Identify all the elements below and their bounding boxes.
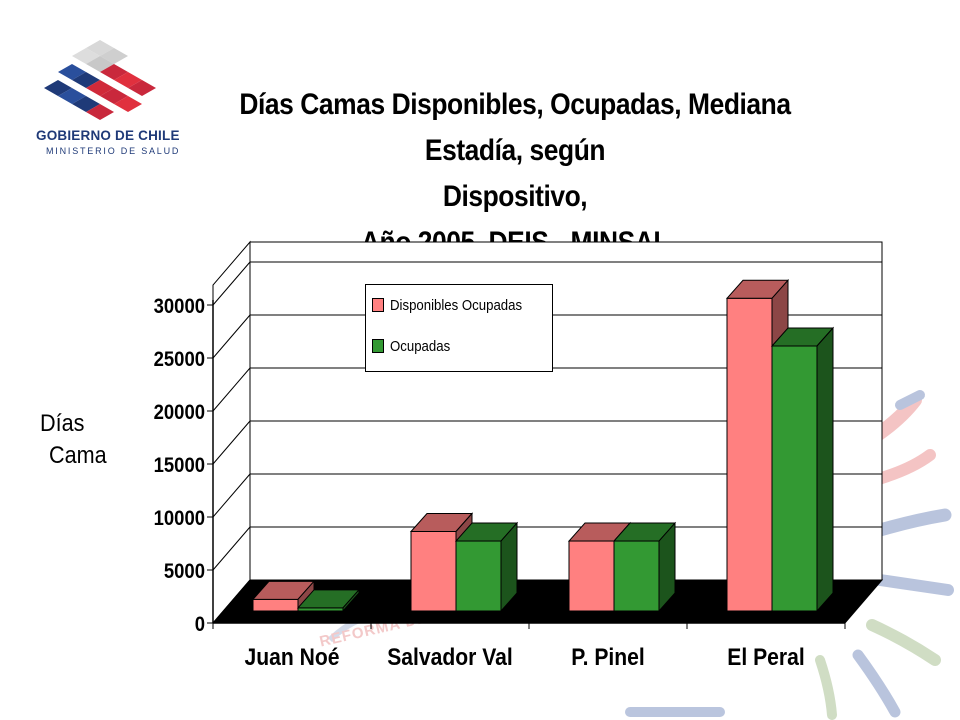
y-axis-label-line-1: Días	[40, 410, 85, 437]
chart-y-tick-labels: 0 5000 10000 15000 20000 25000 30000	[154, 295, 205, 636]
bar-side	[816, 326, 834, 613]
y-tick-label: 0	[195, 613, 205, 636]
y-tick-label: 5000	[164, 560, 205, 583]
y-axis-label-line-2: Cama	[49, 442, 107, 469]
chart-axes	[207, 300, 846, 629]
chart-bars	[251, 278, 835, 613]
bar-side	[658, 521, 676, 613]
logo-text-gobierno: GOBIERNO DE CHILE	[36, 128, 180, 143]
legend-label: Disponibles Ocupadas	[390, 296, 523, 314]
bar	[454, 521, 519, 613]
legend-label: Ocupadas	[390, 337, 451, 355]
bar-front	[726, 297, 773, 612]
gridline-side	[212, 526, 251, 571]
bar-front	[410, 531, 457, 612]
bar-front	[568, 540, 615, 612]
chart-x-tick-labels: Juan Noé Salvador Val P. Pinel El Peral	[244, 644, 804, 671]
y-tick-label: 30000	[154, 295, 205, 318]
legend-swatch-green	[372, 339, 384, 353]
title-line-2: Dispositivo,	[442, 180, 588, 213]
logo-text-ministerio: MINISTERIO DE SALUD	[46, 146, 181, 156]
bar	[770, 326, 835, 613]
y-tick-label: 20000	[154, 401, 205, 424]
x-tick-label: P. Pinel	[571, 644, 645, 671]
y-axis-label: Días Cama	[40, 408, 112, 472]
y-tick-label: 15000	[154, 454, 205, 477]
gridline-side	[212, 261, 251, 306]
bar-side	[500, 521, 518, 613]
x-tick-label: Salvador Val	[387, 644, 513, 671]
bar-front	[771, 345, 818, 612]
bar	[612, 521, 677, 613]
gridline-side	[212, 473, 251, 518]
title-line-1: Días Camas Disponibles, Ocupadas, Median…	[239, 88, 791, 167]
x-tick-label: Juan Noé	[244, 644, 339, 671]
chart-legend: Disponibles Ocupadas Ocupadas	[365, 284, 553, 372]
legend-item-ocupadas: Ocupadas	[372, 335, 458, 357]
logo-mark-icon	[44, 40, 156, 120]
y-tick-label: 25000	[154, 348, 205, 371]
legend-item-disponibles: Disponibles Ocupadas	[372, 294, 540, 316]
y-tick-label: 10000	[154, 507, 205, 530]
bar-side	[342, 588, 360, 613]
gridline-side	[212, 367, 251, 412]
x-tick-label: El Peral	[727, 644, 804, 671]
gobierno-de-chile-logo	[44, 40, 156, 120]
legend-swatch-pink	[372, 298, 384, 312]
bar-front	[252, 598, 299, 612]
bar	[296, 588, 361, 613]
bar-front	[455, 540, 502, 612]
gridline-side	[212, 314, 251, 359]
gridline-side	[212, 420, 251, 465]
bar-front	[613, 540, 660, 612]
